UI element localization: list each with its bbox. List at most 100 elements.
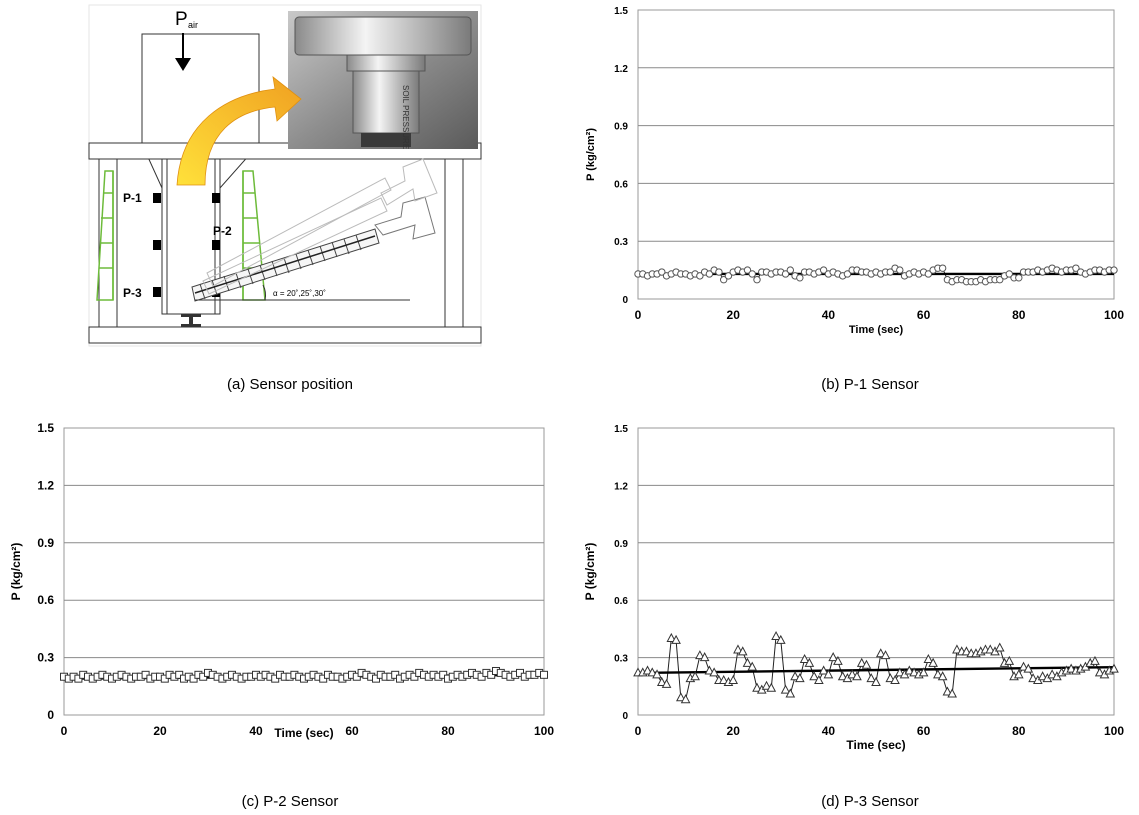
data-point [652,669,662,679]
data-point [928,657,938,667]
data-point [894,667,905,677]
data-point [985,644,996,654]
x-tick-label: 80 [1012,308,1026,322]
data-point [781,270,790,278]
data-point [852,671,862,681]
sensor-marker [153,287,161,297]
data-point [733,644,743,654]
pile-base [181,314,201,317]
y-tick-label: 0.6 [614,179,628,190]
plot-area [63,427,545,716]
data-point [828,652,838,662]
data-point [885,673,896,683]
data-point [942,686,953,696]
sensor-marker [153,193,161,203]
data-point [775,634,786,644]
data-point [896,266,904,274]
x-tick-label: 0 [635,308,642,322]
y-tick-label: 0.6 [37,593,54,607]
y-tick-label: 1.5 [614,6,628,17]
data-point [690,671,700,681]
y-tick-label: 1.2 [614,64,628,75]
data-point [658,268,666,276]
data-point [809,671,819,681]
sensor-marker [212,193,220,203]
y-tick-label: 1.5 [614,424,628,435]
data-point [804,657,815,667]
data-point [661,678,672,688]
data-point [696,272,704,280]
data-point [656,676,667,686]
data-point [890,674,900,685]
sensor-photo: SOIL PRESSURE [288,11,478,149]
x-axis-label: Time (sec) [849,324,904,336]
data-point [753,276,761,284]
y-axis-label: P (kg/cm²) [9,543,23,601]
data-point [994,642,1005,652]
data-point [871,676,881,686]
y-tick-label: 0.3 [614,654,628,665]
caption-d: (d) P-3 Sensor [821,793,919,810]
data-point [1066,663,1076,673]
data-point [676,692,686,702]
data-point [799,653,810,664]
x-tick-label: 100 [1104,724,1124,738]
data-point [1047,669,1057,679]
y-tick-label: 1.5 [37,421,54,435]
data-point [671,634,681,644]
x-tick-label: 40 [249,724,263,738]
data-point [856,657,867,667]
data-point [996,276,1004,284]
data-point [924,270,933,278]
y-tick-label: 1.2 [614,481,628,492]
data-point [771,630,781,641]
data-point [1072,264,1080,272]
data-point [1005,270,1013,278]
diagram-frame [88,4,482,347]
pressure-subscript: air [188,20,198,30]
y-tick-label: 0.3 [37,651,54,665]
y-tick-label: 0 [622,295,628,306]
data-point [880,650,891,660]
data-point [904,665,915,675]
x-tick-label: 40 [822,308,836,322]
sensor-marker [153,240,161,250]
data-point [748,270,756,278]
data-point [847,669,858,679]
data-point [875,648,886,658]
data-point [737,646,748,656]
data-point [843,270,852,278]
data-point [1028,673,1038,683]
data-point [866,673,877,683]
svg-text:SOIL PRESSURE: SOIL PRESSURE [401,85,410,149]
data-point [743,266,752,274]
x-tick-label: 60 [917,724,931,738]
data-point [952,644,962,654]
x-axis-label: Time (sec) [846,738,905,752]
data-point [666,632,677,642]
data-point [796,274,804,282]
data-point [818,665,829,675]
data-point [647,667,658,677]
data-point [790,671,800,681]
data-point [780,684,791,694]
trend-line [637,665,1115,675]
data-point [747,661,758,671]
bottom-beam [88,326,482,344]
x-tick-label: 20 [727,724,741,738]
data-point [719,276,728,284]
sensor-label-p1: P-1 [123,191,142,205]
data-point [1037,671,1048,681]
data-point [833,655,843,665]
chart-p3-sensor: 0 0.3 0.6 0.9 1.2 1.5 0 20 40 60 80 100 Time (sec) P … [583,424,1124,752]
x-tick-label: 80 [1012,724,1026,738]
data-point [680,694,691,704]
sensor-position-diagram: P air P-1 P-2 P-3 [88,4,482,347]
data-point [1109,663,1119,673]
data-point [724,272,733,280]
data-point [695,650,705,660]
y-tick-label: 0.9 [37,536,54,550]
x-tick-label: 20 [153,724,167,738]
right-column [444,158,464,328]
x-tick-label: 0 [61,724,68,738]
